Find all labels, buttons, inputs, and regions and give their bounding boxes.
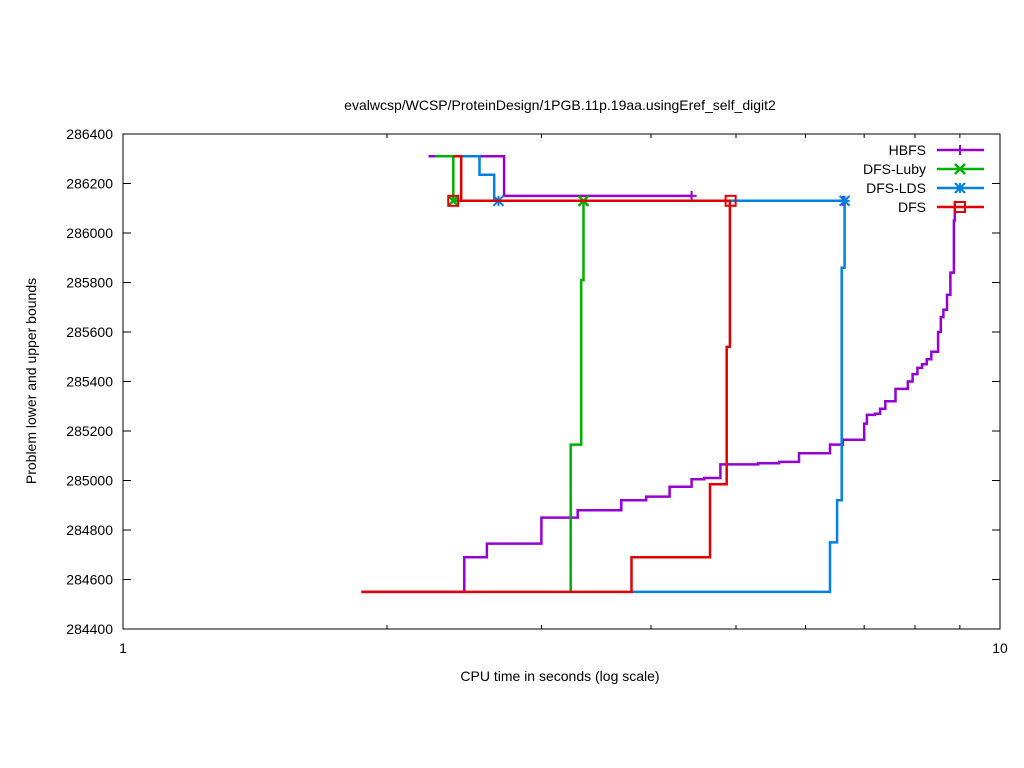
plot-frame (122, 133, 1001, 630)
series-dfs-lds (453, 155, 851, 594)
y-tick-label: 284800 (66, 522, 113, 538)
point-marker-dfs-lds (838, 195, 851, 207)
series-dfs-luby (435, 155, 590, 592)
legend-item-hbfs: HBFS (889, 142, 984, 158)
x-axis-label: CPU time in seconds (log scale) (460, 668, 659, 684)
lower-bound-line-hbfs (361, 200, 957, 594)
lower-bound-line-dfs-lds (631, 200, 846, 594)
point-marker-dfs-luby (447, 194, 460, 207)
x-tick-label: 10 (992, 640, 1008, 656)
y-tick-label: 285600 (66, 324, 113, 340)
upper-bound-line-dfs (453, 155, 731, 203)
series-layer (361, 155, 957, 594)
legend-item-dfs: DFS (898, 199, 984, 215)
legend-label: DFS-Luby (863, 161, 926, 177)
legend: HBFS DFS-Luby DFS-LDS DFS (863, 142, 984, 215)
y-tick-label: 286400 (66, 126, 113, 142)
legend-item-dfs-lds: DFS-LDS (866, 180, 984, 196)
y-tick-label: 286000 (66, 225, 113, 241)
point-marker-dfs (724, 194, 737, 207)
lower-bound-line-dfs-luby (569, 200, 585, 592)
legend-marker (954, 201, 966, 213)
lower-bound-line-dfs (361, 200, 732, 594)
legend-label: DFS (898, 199, 926, 215)
legend-label: DFS-LDS (866, 180, 926, 196)
y-tick-label: 284400 (66, 621, 113, 637)
point-marker-dfs (447, 194, 460, 207)
legend-label: HBFS (889, 142, 926, 158)
y-tick-label: 285400 (66, 374, 113, 390)
y-tick-label: 285200 (66, 423, 113, 439)
upper-bound-line-dfs-luby (435, 155, 584, 203)
y-tick-label: 284600 (66, 572, 113, 588)
axis-layer: 284400 284600 284800 285000 285200 285400 2856… (66, 126, 1008, 656)
legend-marker (954, 163, 966, 175)
series-hbfs (361, 155, 957, 594)
upper-bound-line-hbfs (428, 155, 692, 198)
upper-bound-line-dfs-lds (453, 155, 845, 203)
y-tick-label: 285000 (66, 473, 113, 489)
y-tick-label: 285800 (66, 275, 113, 291)
y-axis-label: Problem lower and upper bounds (23, 278, 39, 484)
chart-title: evalwcsp/WCSP/ProteinDesign/1PGB.11p.19a… (344, 97, 776, 113)
y-tick-label: 286200 (66, 176, 113, 192)
point-marker-hbfs (686, 190, 697, 201)
series-dfs (361, 155, 737, 594)
legend-marker (954, 182, 966, 194)
x-tick-label: 1 (119, 640, 127, 656)
legend-item-dfs-luby: DFS-Luby (863, 161, 984, 177)
legend-marker (955, 145, 965, 155)
